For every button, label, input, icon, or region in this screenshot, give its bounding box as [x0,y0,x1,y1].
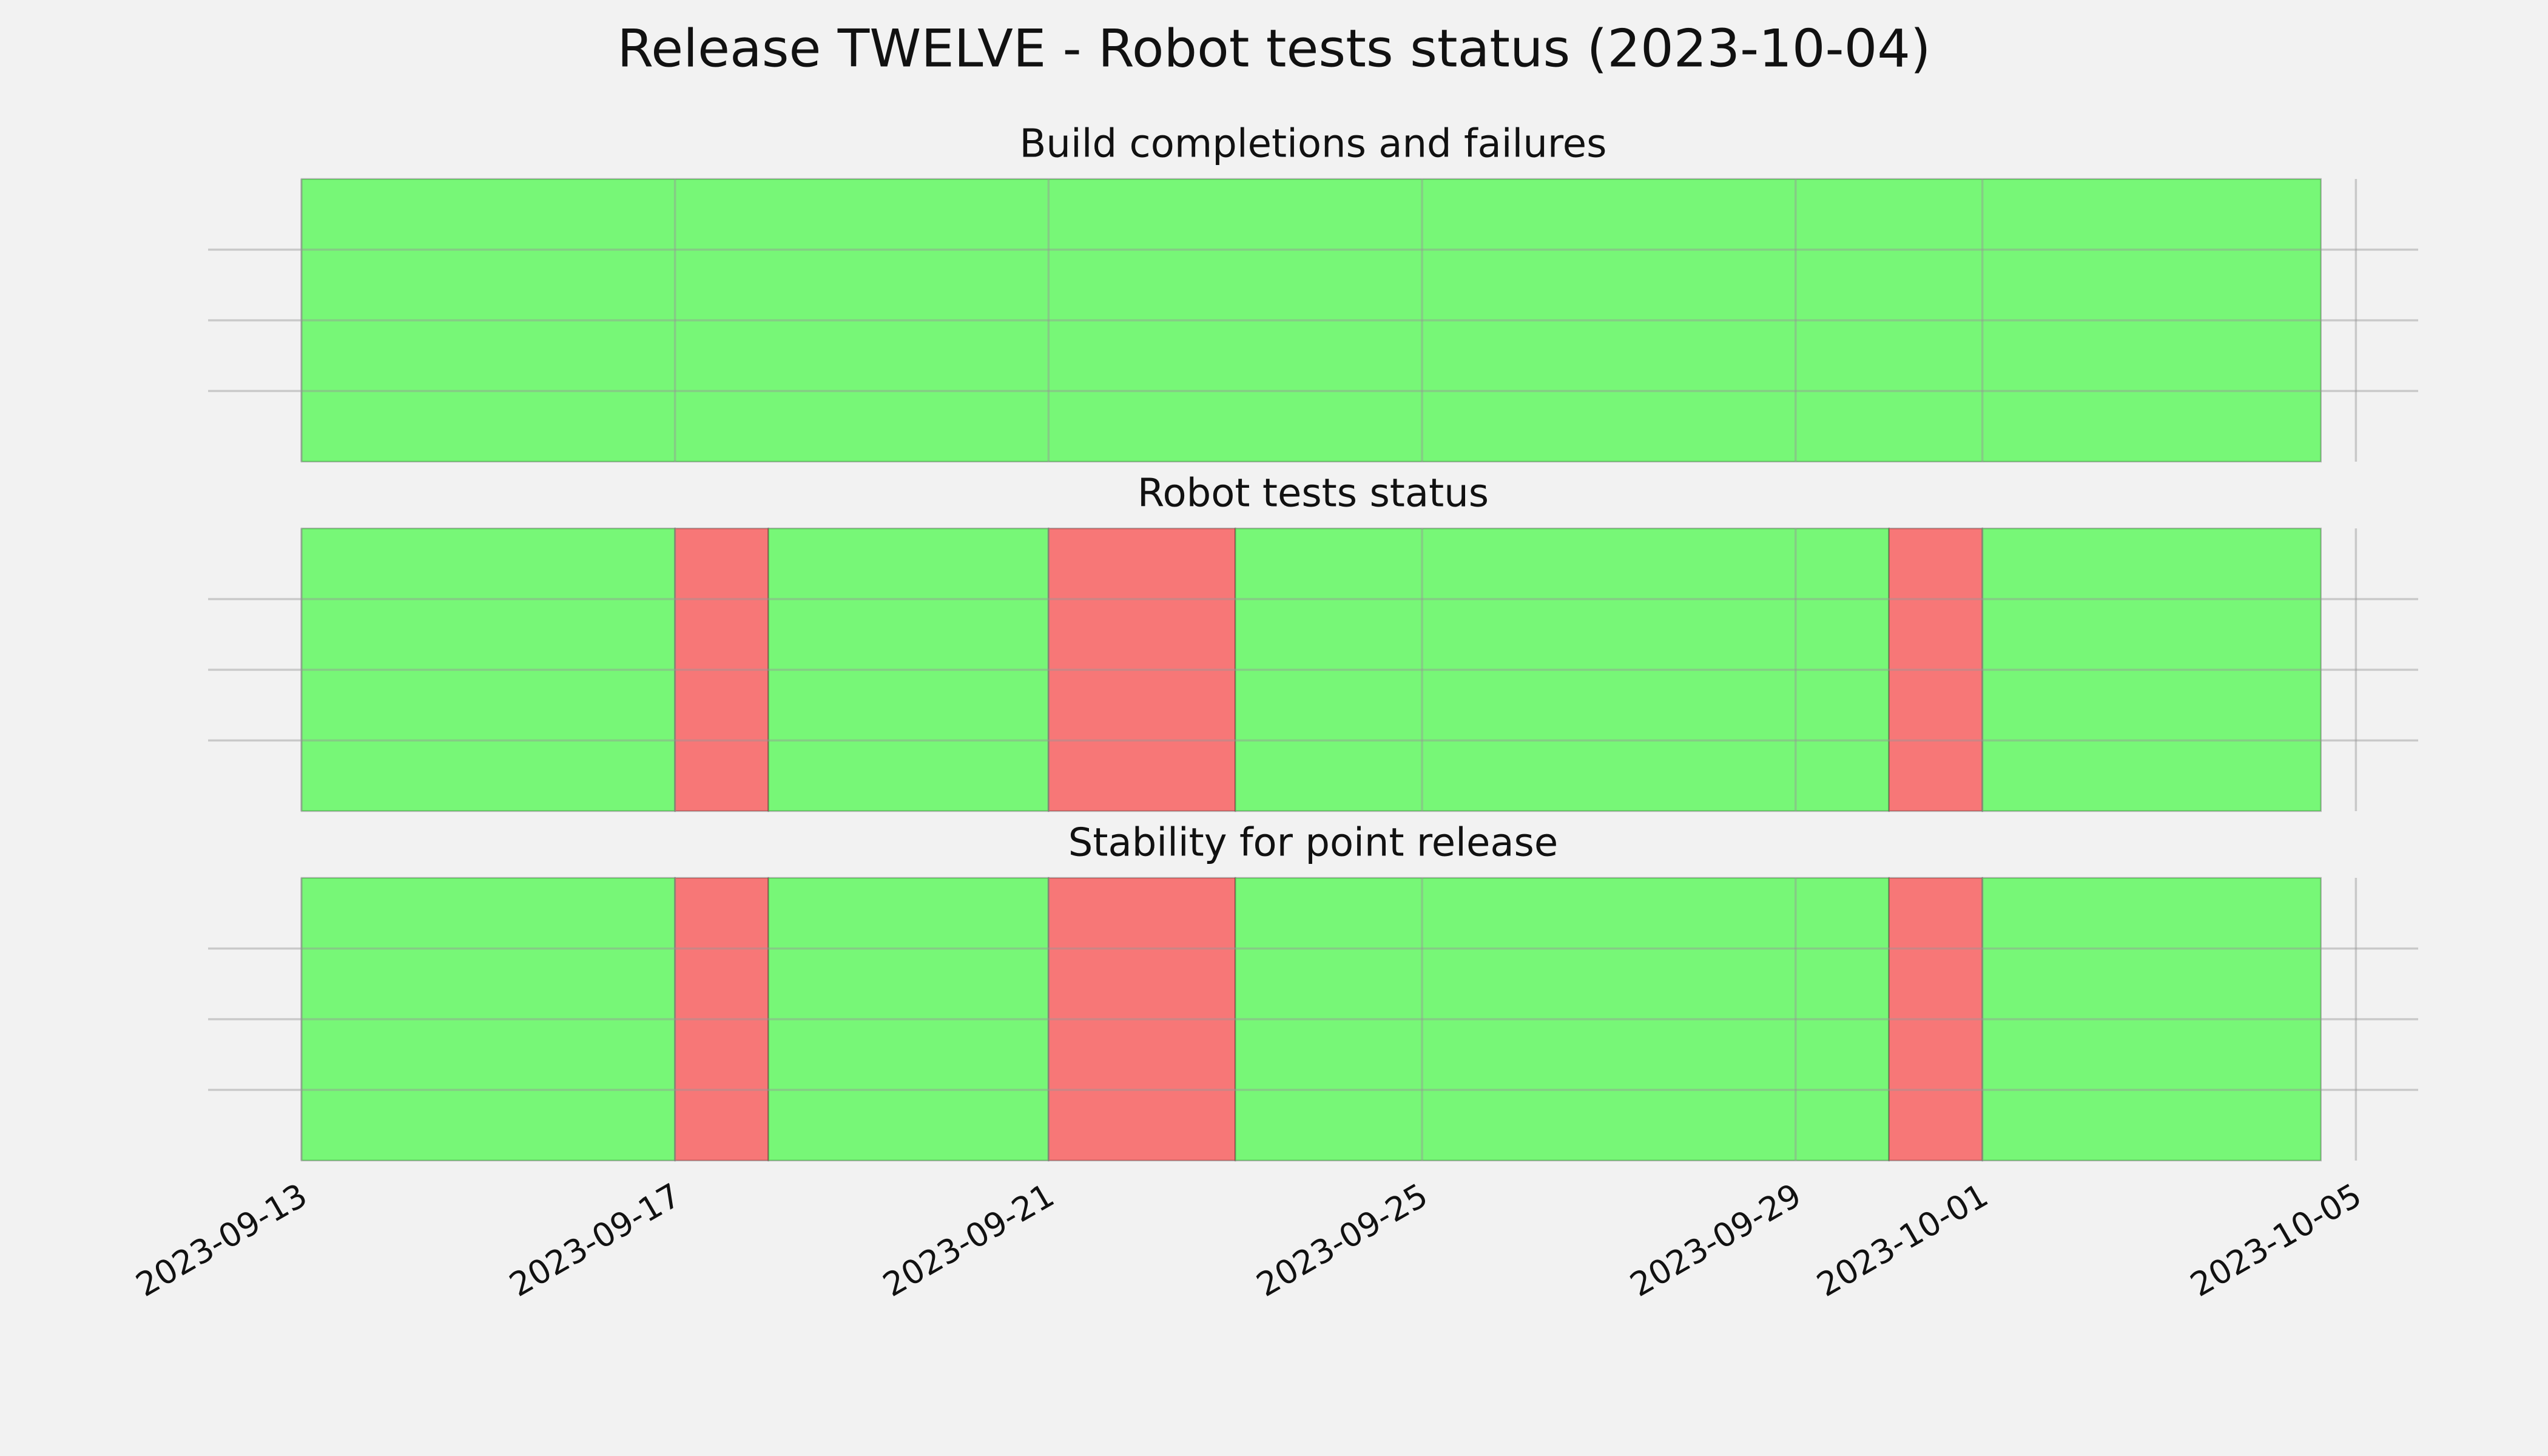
status-span [1234,877,1890,1162]
status-span [767,527,1050,812]
chart-title: Release TWELVE - Robot tests status (202… [617,18,1930,79]
status-span [1888,527,1983,812]
status-span [1888,877,1983,1162]
status-span [300,877,676,1162]
subplot-title: Stability for point release [1068,821,1559,866]
status-span [300,178,2322,463]
subplot-title: Build completions and failures [1020,122,1607,167]
status-span [1048,877,1236,1162]
status-span [1048,527,1236,812]
subplot-title: Robot tests status [1138,471,1489,516]
status-span [767,877,1050,1162]
status-span [1234,527,1890,812]
status-span [674,527,769,812]
status-span [674,877,769,1162]
status-span [1981,527,2322,812]
status-span [1981,877,2322,1162]
status-span [300,527,676,812]
